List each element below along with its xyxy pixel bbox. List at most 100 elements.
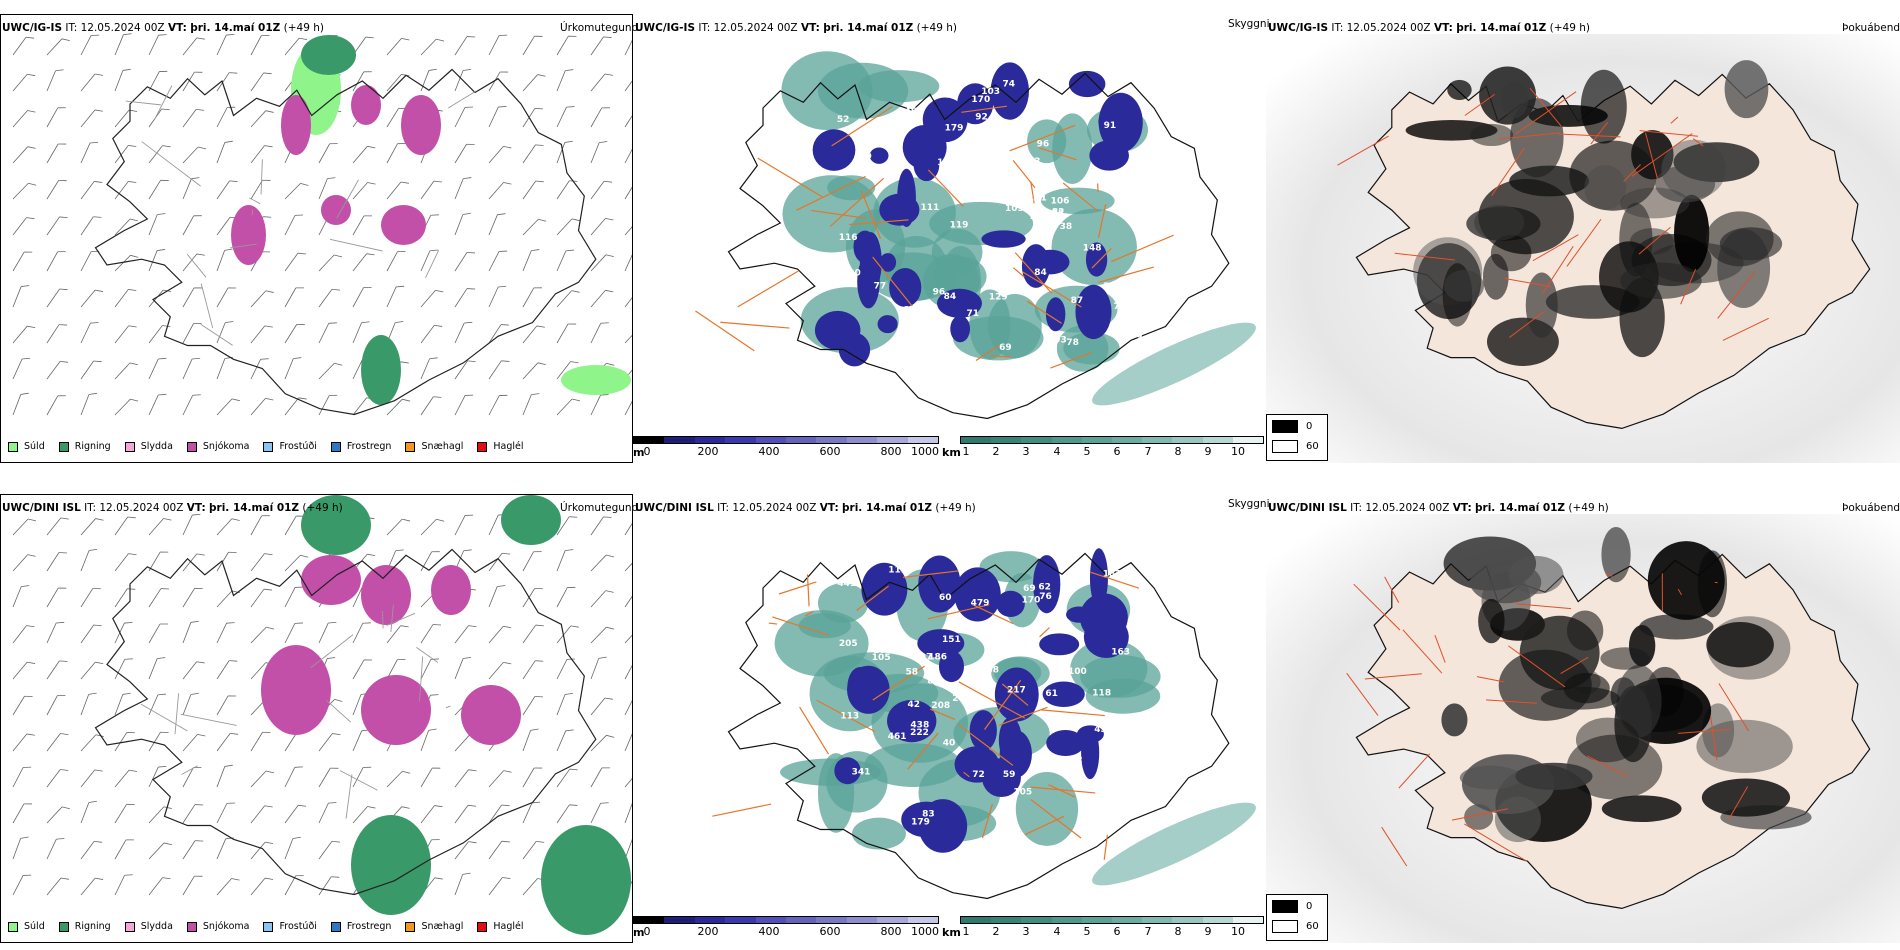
wind-barb: [420, 551, 440, 572]
ceiling-value-label: 186: [928, 652, 947, 662]
ceiling-area: [1066, 606, 1092, 623]
road-line: [1091, 248, 1112, 269]
road-line: [1560, 656, 1589, 675]
wind-barb: [488, 285, 507, 308]
road-line: [872, 665, 925, 701]
wind-barb: [46, 660, 68, 680]
wind-barb: [556, 729, 574, 752]
wind-barb: [284, 836, 301, 860]
wind-barb: [12, 518, 37, 536]
road-line: [1337, 135, 1389, 166]
ceiling-visibility-map-panel-2: 29 479 179 170 76 69 112 62 181 287 100 60 105 186 40 1…: [634, 494, 1266, 914]
precip-area: [351, 815, 431, 915]
road-line: [963, 771, 970, 778]
road-line: [1009, 124, 1076, 152]
wind-barb: [590, 590, 614, 608]
road-line: [811, 209, 867, 219]
ceiling-unit: m: [633, 446, 645, 459]
ceiling-value-label: 121: [1028, 194, 1047, 204]
ceiling-value-label: 163: [1111, 647, 1130, 657]
ceiling-area: [918, 555, 961, 613]
fog-area: [1494, 796, 1541, 843]
road-line: [737, 270, 799, 308]
panel-header: UWC/DINI ISL IT: 12.05.2024 00Z VT: þri.…: [2, 502, 343, 514]
wind-barb: [216, 287, 237, 308]
wind-barb: [624, 35, 632, 56]
wind-barb: [114, 658, 133, 680]
wind-barb: [12, 251, 33, 272]
road-line: [1038, 147, 1077, 161]
wind-barb: [148, 731, 169, 752]
road-line: [1111, 234, 1174, 263]
wind-barb: [46, 877, 69, 896]
wind-barb: [148, 213, 166, 236]
wind-barb: [148, 842, 172, 860]
wind-barb: [590, 697, 613, 716]
ceiling-value-label: 222: [910, 728, 929, 738]
wind-barb: [590, 254, 614, 272]
wind-barb: [522, 35, 543, 56]
wind-barb: [284, 875, 304, 896]
ceiling-area: [917, 629, 965, 658]
wind-barb: [148, 393, 167, 416]
visibility-area: [798, 613, 851, 639]
fog-area: [1478, 598, 1505, 644]
wind-barb: [352, 253, 375, 272]
wind-barb: [420, 325, 443, 344]
ceiling-value-label: 60: [939, 593, 952, 603]
ceiling-value-label: 179: [945, 123, 964, 133]
road-line: [805, 610, 814, 617]
wind-barb: [454, 804, 477, 824]
ceiling-area: [834, 757, 861, 785]
wind-barb: [46, 38, 70, 56]
ceiling-area: [838, 332, 871, 367]
wind-barb: [216, 837, 234, 860]
ceiling-area: [877, 315, 898, 334]
fog-area: [1674, 194, 1710, 272]
road-line: [1508, 645, 1566, 688]
wind-barb: [182, 766, 202, 788]
wind-barb: [216, 732, 239, 752]
ceiling-value-label: 438: [910, 720, 929, 730]
fog-area: [1508, 555, 1564, 595]
road-line: [1476, 676, 1505, 683]
road-line: [1394, 252, 1455, 261]
wind-barb: [250, 358, 269, 380]
wind-barb: [488, 34, 508, 56]
wind-barb: [114, 803, 135, 824]
wind-barb: [114, 516, 136, 536]
road-line: [958, 681, 1026, 719]
ceiling-value-label: 96: [933, 287, 946, 297]
precip-area: [321, 195, 351, 225]
wind-barb: [522, 249, 540, 272]
wind-barb: [624, 730, 632, 752]
ceiling-value-label: 61: [1045, 689, 1058, 699]
wind-barb: [148, 325, 171, 344]
wind-barb: [488, 552, 511, 572]
ceiling-value-label: 90: [848, 268, 861, 278]
ceiling-value-label: 79: [1113, 302, 1126, 312]
ceiling-area: [936, 288, 982, 318]
wind-barb: [556, 323, 577, 344]
wind-barb: [318, 288, 341, 308]
ceiling-value-label: 45: [1094, 725, 1107, 735]
wind-barb: [454, 106, 474, 128]
wind-barb: [454, 514, 474, 536]
wind-barb: [556, 625, 579, 644]
road-line: [1030, 786, 1096, 794]
road-line: [1486, 699, 1537, 704]
wind-barb: [182, 108, 205, 128]
ceiling-area: [879, 253, 897, 272]
wind-barb: [80, 360, 102, 380]
wind-barb: [80, 73, 104, 92]
road-line: [229, 243, 257, 249]
wind-barb: [590, 802, 609, 824]
road-line: [1026, 300, 1062, 324]
wind-barb: [352, 145, 376, 164]
wind-barb: [624, 250, 632, 272]
ceiling-value-label: 78: [1130, 330, 1143, 340]
wind-barb: [46, 517, 69, 536]
road-line: [1346, 672, 1379, 716]
wind-barb: [318, 802, 337, 824]
wind-barb: [148, 623, 169, 644]
